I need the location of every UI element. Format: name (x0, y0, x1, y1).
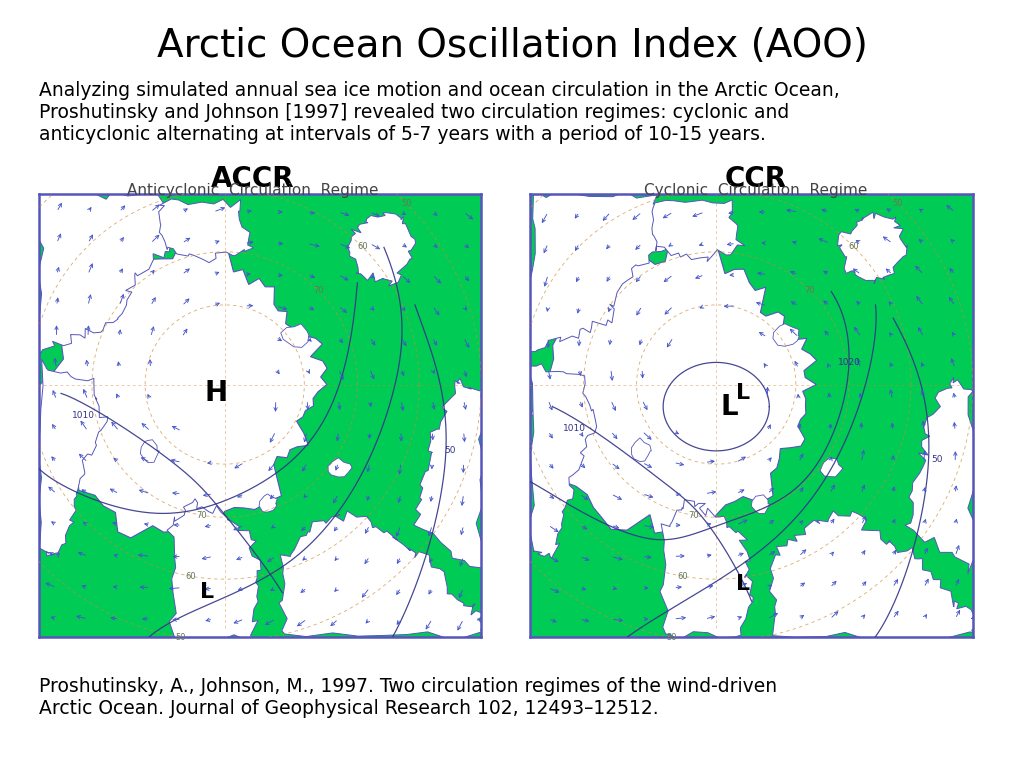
Text: ACCR: ACCR (211, 165, 295, 193)
Text: 1010: 1010 (72, 411, 94, 420)
Polygon shape (328, 458, 352, 477)
Polygon shape (38, 359, 108, 558)
Text: 50: 50 (667, 633, 677, 642)
Polygon shape (526, 364, 597, 558)
Polygon shape (632, 438, 651, 462)
Polygon shape (820, 458, 844, 477)
Polygon shape (838, 212, 907, 284)
Polygon shape (167, 498, 261, 641)
Text: 50: 50 (175, 633, 185, 642)
Polygon shape (531, 236, 817, 544)
Text: L: L (721, 392, 738, 421)
Text: 1020: 1020 (838, 358, 860, 367)
Text: 60: 60 (357, 243, 368, 251)
Text: 70: 70 (313, 286, 324, 295)
Polygon shape (34, 237, 327, 538)
Polygon shape (348, 213, 416, 286)
Text: 60: 60 (185, 571, 197, 581)
Text: 50: 50 (444, 446, 456, 455)
Polygon shape (414, 378, 486, 568)
Text: Analyzing simulated annual sea ice motion and ocean circulation in the Arctic Oc: Analyzing simulated annual sea ice motio… (39, 81, 840, 144)
Polygon shape (752, 495, 770, 514)
Text: Cyclonic  Circulation  Regime: Cyclonic Circulation Regime (644, 183, 867, 198)
Text: 70: 70 (688, 511, 698, 520)
Text: Proshutinsky, A., Johnson, M., 1997. Two circulation regimes of the wind-driven
: Proshutinsky, A., Johnson, M., 1997. Two… (39, 677, 777, 718)
Polygon shape (259, 494, 278, 512)
Polygon shape (773, 323, 800, 346)
Text: CCR: CCR (725, 165, 786, 193)
Polygon shape (159, 199, 254, 263)
Text: 50: 50 (932, 455, 943, 464)
Text: 70: 70 (805, 286, 815, 295)
Text: L: L (735, 383, 750, 403)
Polygon shape (652, 200, 744, 262)
Polygon shape (140, 440, 160, 462)
Polygon shape (659, 500, 754, 641)
Text: L: L (200, 582, 214, 602)
Polygon shape (905, 377, 977, 574)
Text: 70: 70 (197, 511, 207, 520)
Polygon shape (281, 324, 309, 347)
Text: H: H (205, 379, 227, 407)
Polygon shape (279, 511, 486, 641)
Polygon shape (526, 190, 667, 352)
Text: Anticyclonic  Circulation  Regime: Anticyclonic Circulation Regime (127, 183, 379, 198)
Text: 60: 60 (677, 571, 688, 581)
Text: Arctic Ocean Oscillation Index (AOO): Arctic Ocean Oscillation Index (AOO) (157, 27, 867, 65)
Polygon shape (770, 511, 976, 642)
Text: 50: 50 (400, 199, 412, 207)
Text: 60: 60 (849, 243, 859, 251)
Text: 1010: 1010 (563, 424, 586, 433)
Polygon shape (34, 190, 171, 354)
Text: 50: 50 (892, 199, 903, 207)
Text: L: L (735, 574, 750, 594)
